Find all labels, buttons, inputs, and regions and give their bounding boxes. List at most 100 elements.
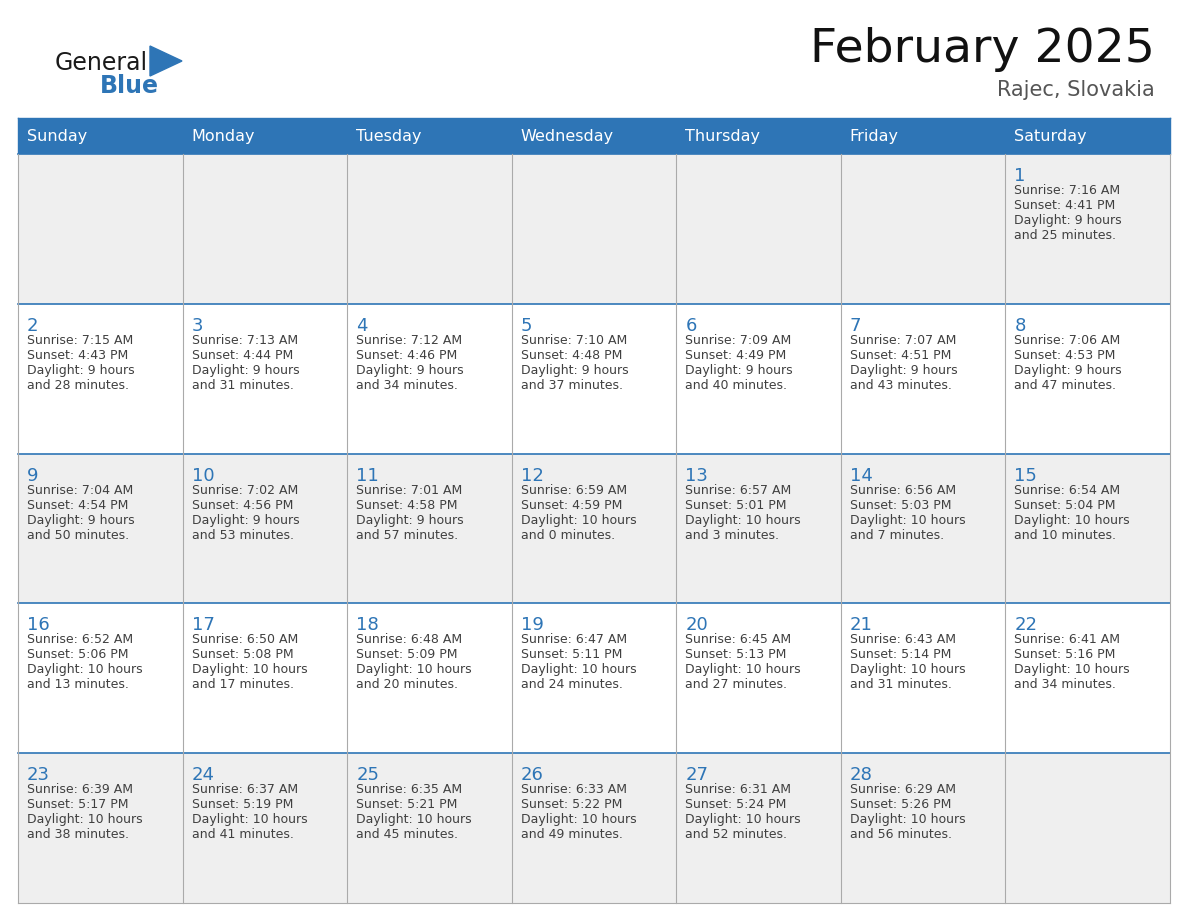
- Text: 2: 2: [27, 317, 38, 335]
- Text: Daylight: 10 hours: Daylight: 10 hours: [191, 813, 308, 826]
- Bar: [676, 753, 841, 903]
- Text: Daylight: 9 hours: Daylight: 9 hours: [356, 513, 463, 527]
- Text: 1: 1: [1015, 167, 1025, 185]
- Bar: [183, 154, 347, 304]
- Text: 13: 13: [685, 466, 708, 485]
- Text: Sunset: 4:49 PM: Sunset: 4:49 PM: [685, 349, 786, 362]
- Text: and 38 minutes.: and 38 minutes.: [27, 828, 129, 841]
- Text: Sunset: 5:16 PM: Sunset: 5:16 PM: [1015, 648, 1116, 661]
- Text: 28: 28: [849, 767, 873, 784]
- Text: Daylight: 10 hours: Daylight: 10 hours: [849, 513, 966, 527]
- Text: Sunset: 4:59 PM: Sunset: 4:59 PM: [520, 498, 623, 511]
- Bar: [183, 603, 347, 753]
- Text: Saturday: Saturday: [1015, 129, 1087, 143]
- Bar: [1005, 603, 1170, 753]
- Text: Sunset: 5:06 PM: Sunset: 5:06 PM: [27, 648, 128, 661]
- Text: and 13 minutes.: and 13 minutes.: [27, 678, 128, 691]
- Text: Daylight: 10 hours: Daylight: 10 hours: [685, 664, 801, 677]
- Text: Daylight: 9 hours: Daylight: 9 hours: [1015, 364, 1121, 376]
- Text: and 34 minutes.: and 34 minutes.: [1015, 678, 1117, 691]
- Bar: [347, 603, 512, 753]
- Text: Daylight: 9 hours: Daylight: 9 hours: [520, 364, 628, 376]
- Bar: [512, 753, 676, 903]
- Text: Sunset: 4:53 PM: Sunset: 4:53 PM: [1015, 349, 1116, 362]
- Text: 23: 23: [27, 767, 50, 784]
- Text: and 45 minutes.: and 45 minutes.: [356, 828, 459, 841]
- Text: 17: 17: [191, 616, 215, 634]
- Text: Daylight: 10 hours: Daylight: 10 hours: [356, 664, 472, 677]
- Text: Daylight: 10 hours: Daylight: 10 hours: [849, 664, 966, 677]
- Text: Sunset: 5:04 PM: Sunset: 5:04 PM: [1015, 498, 1116, 511]
- Bar: [841, 118, 1005, 154]
- Polygon shape: [150, 46, 182, 76]
- Text: 24: 24: [191, 767, 215, 784]
- Text: 21: 21: [849, 616, 873, 634]
- Bar: [676, 118, 841, 154]
- Text: and 57 minutes.: and 57 minutes.: [356, 529, 459, 542]
- Text: Sunset: 5:19 PM: Sunset: 5:19 PM: [191, 798, 293, 812]
- Text: Sunrise: 6:56 AM: Sunrise: 6:56 AM: [849, 484, 956, 497]
- Bar: [841, 603, 1005, 753]
- Text: Daylight: 10 hours: Daylight: 10 hours: [685, 813, 801, 826]
- Text: and 41 minutes.: and 41 minutes.: [191, 828, 293, 841]
- Bar: [841, 154, 1005, 304]
- Text: Sunrise: 6:54 AM: Sunrise: 6:54 AM: [1015, 484, 1120, 497]
- Bar: [18, 304, 183, 453]
- Text: and 47 minutes.: and 47 minutes.: [1015, 379, 1117, 392]
- Text: 16: 16: [27, 616, 50, 634]
- Bar: [347, 753, 512, 903]
- Bar: [841, 453, 1005, 603]
- Text: Sunset: 5:03 PM: Sunset: 5:03 PM: [849, 498, 952, 511]
- Text: and 34 minutes.: and 34 minutes.: [356, 379, 459, 392]
- Text: Daylight: 10 hours: Daylight: 10 hours: [520, 664, 637, 677]
- Text: Sunrise: 7:12 AM: Sunrise: 7:12 AM: [356, 334, 462, 347]
- Text: Sunrise: 7:13 AM: Sunrise: 7:13 AM: [191, 334, 298, 347]
- Text: Sunset: 5:08 PM: Sunset: 5:08 PM: [191, 648, 293, 661]
- Text: Sunset: 4:43 PM: Sunset: 4:43 PM: [27, 349, 128, 362]
- Bar: [512, 154, 676, 304]
- Bar: [183, 753, 347, 903]
- Text: Sunset: 4:44 PM: Sunset: 4:44 PM: [191, 349, 292, 362]
- Text: Sunset: 5:09 PM: Sunset: 5:09 PM: [356, 648, 457, 661]
- Text: 4: 4: [356, 317, 367, 335]
- Bar: [512, 304, 676, 453]
- Text: 11: 11: [356, 466, 379, 485]
- Bar: [676, 304, 841, 453]
- Bar: [347, 304, 512, 453]
- Text: Daylight: 9 hours: Daylight: 9 hours: [849, 364, 958, 376]
- Text: and 49 minutes.: and 49 minutes.: [520, 828, 623, 841]
- Text: 5: 5: [520, 317, 532, 335]
- Text: Daylight: 9 hours: Daylight: 9 hours: [1015, 214, 1121, 227]
- Text: and 24 minutes.: and 24 minutes.: [520, 678, 623, 691]
- Text: 12: 12: [520, 466, 544, 485]
- Bar: [1005, 753, 1170, 903]
- Text: and 31 minutes.: and 31 minutes.: [849, 678, 952, 691]
- Text: Daylight: 10 hours: Daylight: 10 hours: [27, 813, 143, 826]
- Text: Sunset: 5:14 PM: Sunset: 5:14 PM: [849, 648, 952, 661]
- Text: and 31 minutes.: and 31 minutes.: [191, 379, 293, 392]
- Text: and 20 minutes.: and 20 minutes.: [356, 678, 459, 691]
- Bar: [18, 118, 183, 154]
- Text: and 56 minutes.: and 56 minutes.: [849, 828, 952, 841]
- Text: Sunrise: 7:10 AM: Sunrise: 7:10 AM: [520, 334, 627, 347]
- Text: Daylight: 10 hours: Daylight: 10 hours: [1015, 513, 1130, 527]
- Text: Sunrise: 7:06 AM: Sunrise: 7:06 AM: [1015, 334, 1120, 347]
- Bar: [1005, 304, 1170, 453]
- Text: Sunrise: 7:09 AM: Sunrise: 7:09 AM: [685, 334, 791, 347]
- Text: Sunset: 5:11 PM: Sunset: 5:11 PM: [520, 648, 623, 661]
- Text: Sunset: 5:01 PM: Sunset: 5:01 PM: [685, 498, 786, 511]
- Text: Sunset: 5:21 PM: Sunset: 5:21 PM: [356, 798, 457, 812]
- Text: February 2025: February 2025: [810, 28, 1155, 73]
- Text: Tuesday: Tuesday: [356, 129, 422, 143]
- Bar: [512, 603, 676, 753]
- Text: 26: 26: [520, 767, 544, 784]
- Text: Sunrise: 6:52 AM: Sunrise: 6:52 AM: [27, 633, 133, 646]
- Text: Daylight: 10 hours: Daylight: 10 hours: [685, 513, 801, 527]
- Text: Sunset: 4:56 PM: Sunset: 4:56 PM: [191, 498, 293, 511]
- Text: Sunrise: 6:59 AM: Sunrise: 6:59 AM: [520, 484, 627, 497]
- Text: Sunrise: 7:01 AM: Sunrise: 7:01 AM: [356, 484, 462, 497]
- Text: and 43 minutes.: and 43 minutes.: [849, 379, 952, 392]
- Text: Sunrise: 6:33 AM: Sunrise: 6:33 AM: [520, 783, 627, 796]
- Text: Sunset: 5:17 PM: Sunset: 5:17 PM: [27, 798, 128, 812]
- Text: Sunrise: 6:35 AM: Sunrise: 6:35 AM: [356, 783, 462, 796]
